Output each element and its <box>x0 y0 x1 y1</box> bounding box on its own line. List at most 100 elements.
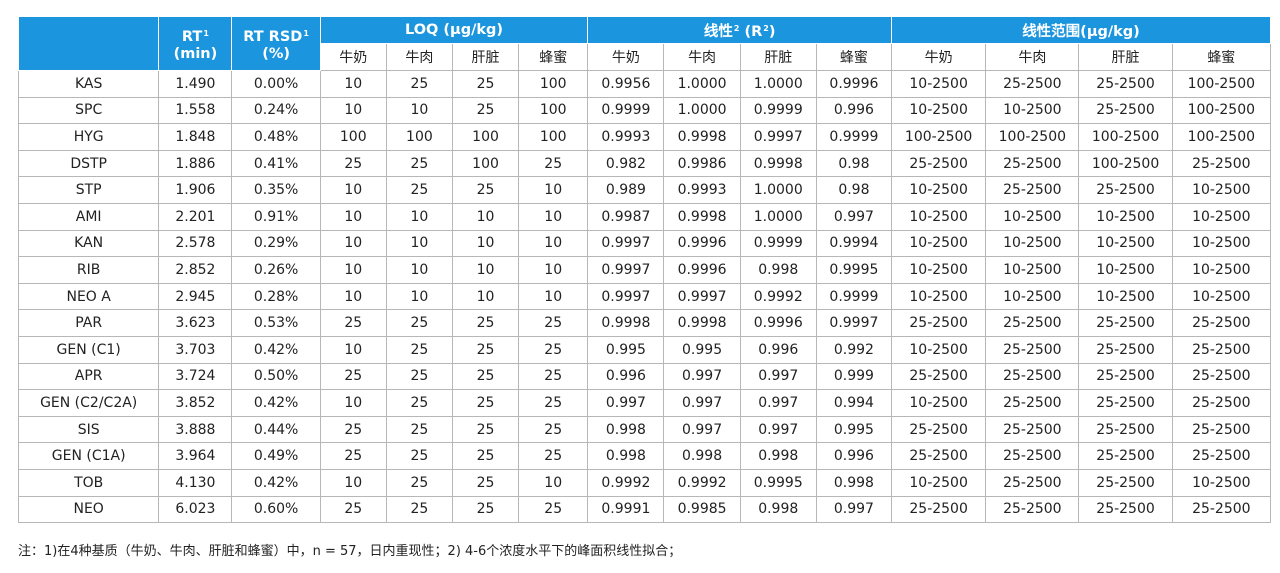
table-cell: 10-2500 <box>891 229 987 258</box>
table-cell: 25-2500 <box>1171 149 1272 178</box>
table-cell: 10 <box>385 202 453 231</box>
subheader-matrix: 牛肉 <box>385 43 453 71</box>
table-cell: 25-2500 <box>985 176 1080 204</box>
table-cell: 25-2500 <box>985 389 1080 417</box>
table-cell: 10 <box>451 282 520 311</box>
table-cell: 25 <box>451 468 520 497</box>
table-cell: 25-2500 <box>985 415 1080 444</box>
table-cell: 10 <box>451 202 520 231</box>
table-cell: 0.998 <box>739 442 817 470</box>
table-cell: 0.9985 <box>663 495 741 524</box>
table-cell: 25-2500 <box>1078 442 1173 470</box>
subheader-matrix: 牛奶 <box>587 43 665 71</box>
table-cell: 100 <box>518 96 589 125</box>
compound-name-cell: PAR <box>17 309 160 337</box>
table-cell: 25 <box>451 415 520 444</box>
table-cell: 0.9994 <box>815 229 893 258</box>
subheader-matrix: 蜂蜜 <box>815 43 893 71</box>
table-cell: 25-2500 <box>891 149 987 178</box>
table-cell: 3.724 <box>158 362 233 391</box>
table-cell: 10 <box>385 229 453 258</box>
table-cell: 0.9997 <box>739 123 817 151</box>
table-cell: 10-2500 <box>985 282 1080 311</box>
table-cell: 25-2500 <box>1078 309 1173 337</box>
table-cell: 0.997 <box>663 362 741 391</box>
table-cell: 3.703 <box>158 335 233 364</box>
table-cell: 0.995 <box>815 415 893 444</box>
table-cell: 25-2500 <box>1171 415 1272 444</box>
subheader-matrix: 肝脏 <box>1078 43 1173 71</box>
table-cell: 10-2500 <box>1171 176 1272 204</box>
subheader-matrix: 肝脏 <box>739 43 817 71</box>
table-cell: 10-2500 <box>1171 202 1272 231</box>
table-cell: 0.996 <box>815 442 893 470</box>
header-linearity: 线性2 (R2) <box>587 16 893 44</box>
table-cell: 2.578 <box>158 229 233 258</box>
table-cell: 10-2500 <box>891 282 987 311</box>
table-row: KAS 1.490 0.00% 10 25 25 100 0.9956 1.0000 1.0000… <box>17 70 1272 98</box>
table-cell: 10 <box>319 389 387 417</box>
table-cell: 0.9997 <box>815 309 893 337</box>
table-cell: 10 <box>319 335 387 364</box>
footnote: 注：1)在4种基质（牛奶、牛肉、肝脏和蜂蜜）中，n = 57，日内重现性；2) … <box>18 544 682 559</box>
table-cell: 0.9992 <box>587 468 665 497</box>
table-cell: 0.998 <box>739 495 817 524</box>
table-cell: 25 <box>385 415 453 444</box>
header-linearity-close: ) <box>768 23 776 40</box>
table-cell: 0.9995 <box>815 256 893 284</box>
table-cell: 25-2500 <box>1078 176 1173 204</box>
table-cell: 3.623 <box>158 309 233 337</box>
table-cell: 0.996 <box>815 96 893 125</box>
table-cell: 10-2500 <box>1171 282 1272 311</box>
table-cell: 0.997 <box>815 202 893 231</box>
table-cell: 10-2500 <box>891 176 987 204</box>
table-cell: 10-2500 <box>891 256 987 284</box>
table-cell: 10 <box>319 202 387 231</box>
compound-name-cell: TOB <box>17 468 160 497</box>
table-cell: 1.0000 <box>663 96 741 125</box>
table-cell: 25 <box>518 442 589 470</box>
table-cell: 100 <box>451 149 520 178</box>
table-row: TOB 4.130 0.42% 10 25 25 10 0.9992 0.9992 0.9995 0… <box>17 468 1272 497</box>
header-rt-label: RT <box>181 28 203 45</box>
table-cell: 10-2500 <box>1078 229 1173 258</box>
table-cell: 25 <box>385 468 453 497</box>
subheader-matrix: 肝脏 <box>451 43 520 71</box>
compound-name-cell: GEN (C1) <box>17 335 160 364</box>
table-cell: 100 <box>385 123 453 151</box>
table-cell: 25 <box>385 70 453 98</box>
table-cell: 100-2500 <box>1171 96 1272 125</box>
table-row: SIS 3.888 0.44% 25 25 25 25 0.998 0.997 0.997 0.99… <box>17 415 1272 444</box>
table-cell: 0.997 <box>815 495 893 524</box>
table-cell: 0.997 <box>663 389 741 417</box>
table-cell: 0.9997 <box>663 282 741 311</box>
table-body: KAS 1.490 0.00% 10 25 25 100 0.9956 1.0000 1.0000… <box>17 70 1272 524</box>
compound-name-cell: DSTP <box>17 149 160 178</box>
table-cell: 100-2500 <box>1171 70 1272 98</box>
table-cell: 25-2500 <box>985 309 1080 337</box>
table-cell: 0.9996 <box>815 70 893 98</box>
table-cell: 10-2500 <box>1171 229 1272 258</box>
table-cell: 0.28% <box>231 282 321 311</box>
compound-name-cell: SPC <box>17 96 160 125</box>
compound-name-cell: SIS <box>17 415 160 444</box>
table-cell: 0.9996 <box>663 256 741 284</box>
table-cell: 10-2500 <box>985 96 1080 125</box>
table-cell: 25 <box>385 389 453 417</box>
table-cell: 25 <box>319 309 387 337</box>
table-cell: 1.848 <box>158 123 233 151</box>
table-row: DSTP 1.886 0.41% 25 25 100 25 0.982 0.9986 0.9998… <box>17 149 1272 178</box>
table-cell: 0.60% <box>231 495 321 524</box>
table-cell: 0.35% <box>231 176 321 204</box>
table-cell: 25 <box>319 495 387 524</box>
table-row: GEN (C1) 3.703 0.42% 10 25 25 25 0.995 0.995 0.99… <box>17 335 1272 364</box>
table-cell: 25-2500 <box>1171 362 1272 391</box>
table-cell: 1.0000 <box>739 202 817 231</box>
table-cell: 0.9998 <box>663 123 741 151</box>
table-cell: 25 <box>451 362 520 391</box>
table-cell: 0.998 <box>815 468 893 497</box>
table-cell: 100 <box>319 123 387 151</box>
table-row: GEN (C2/C2A) 3.852 0.42% 10 25 25 25 0.997 0.997… <box>17 389 1272 417</box>
table-cell: 0.9998 <box>739 149 817 178</box>
table-cell: 0.50% <box>231 362 321 391</box>
